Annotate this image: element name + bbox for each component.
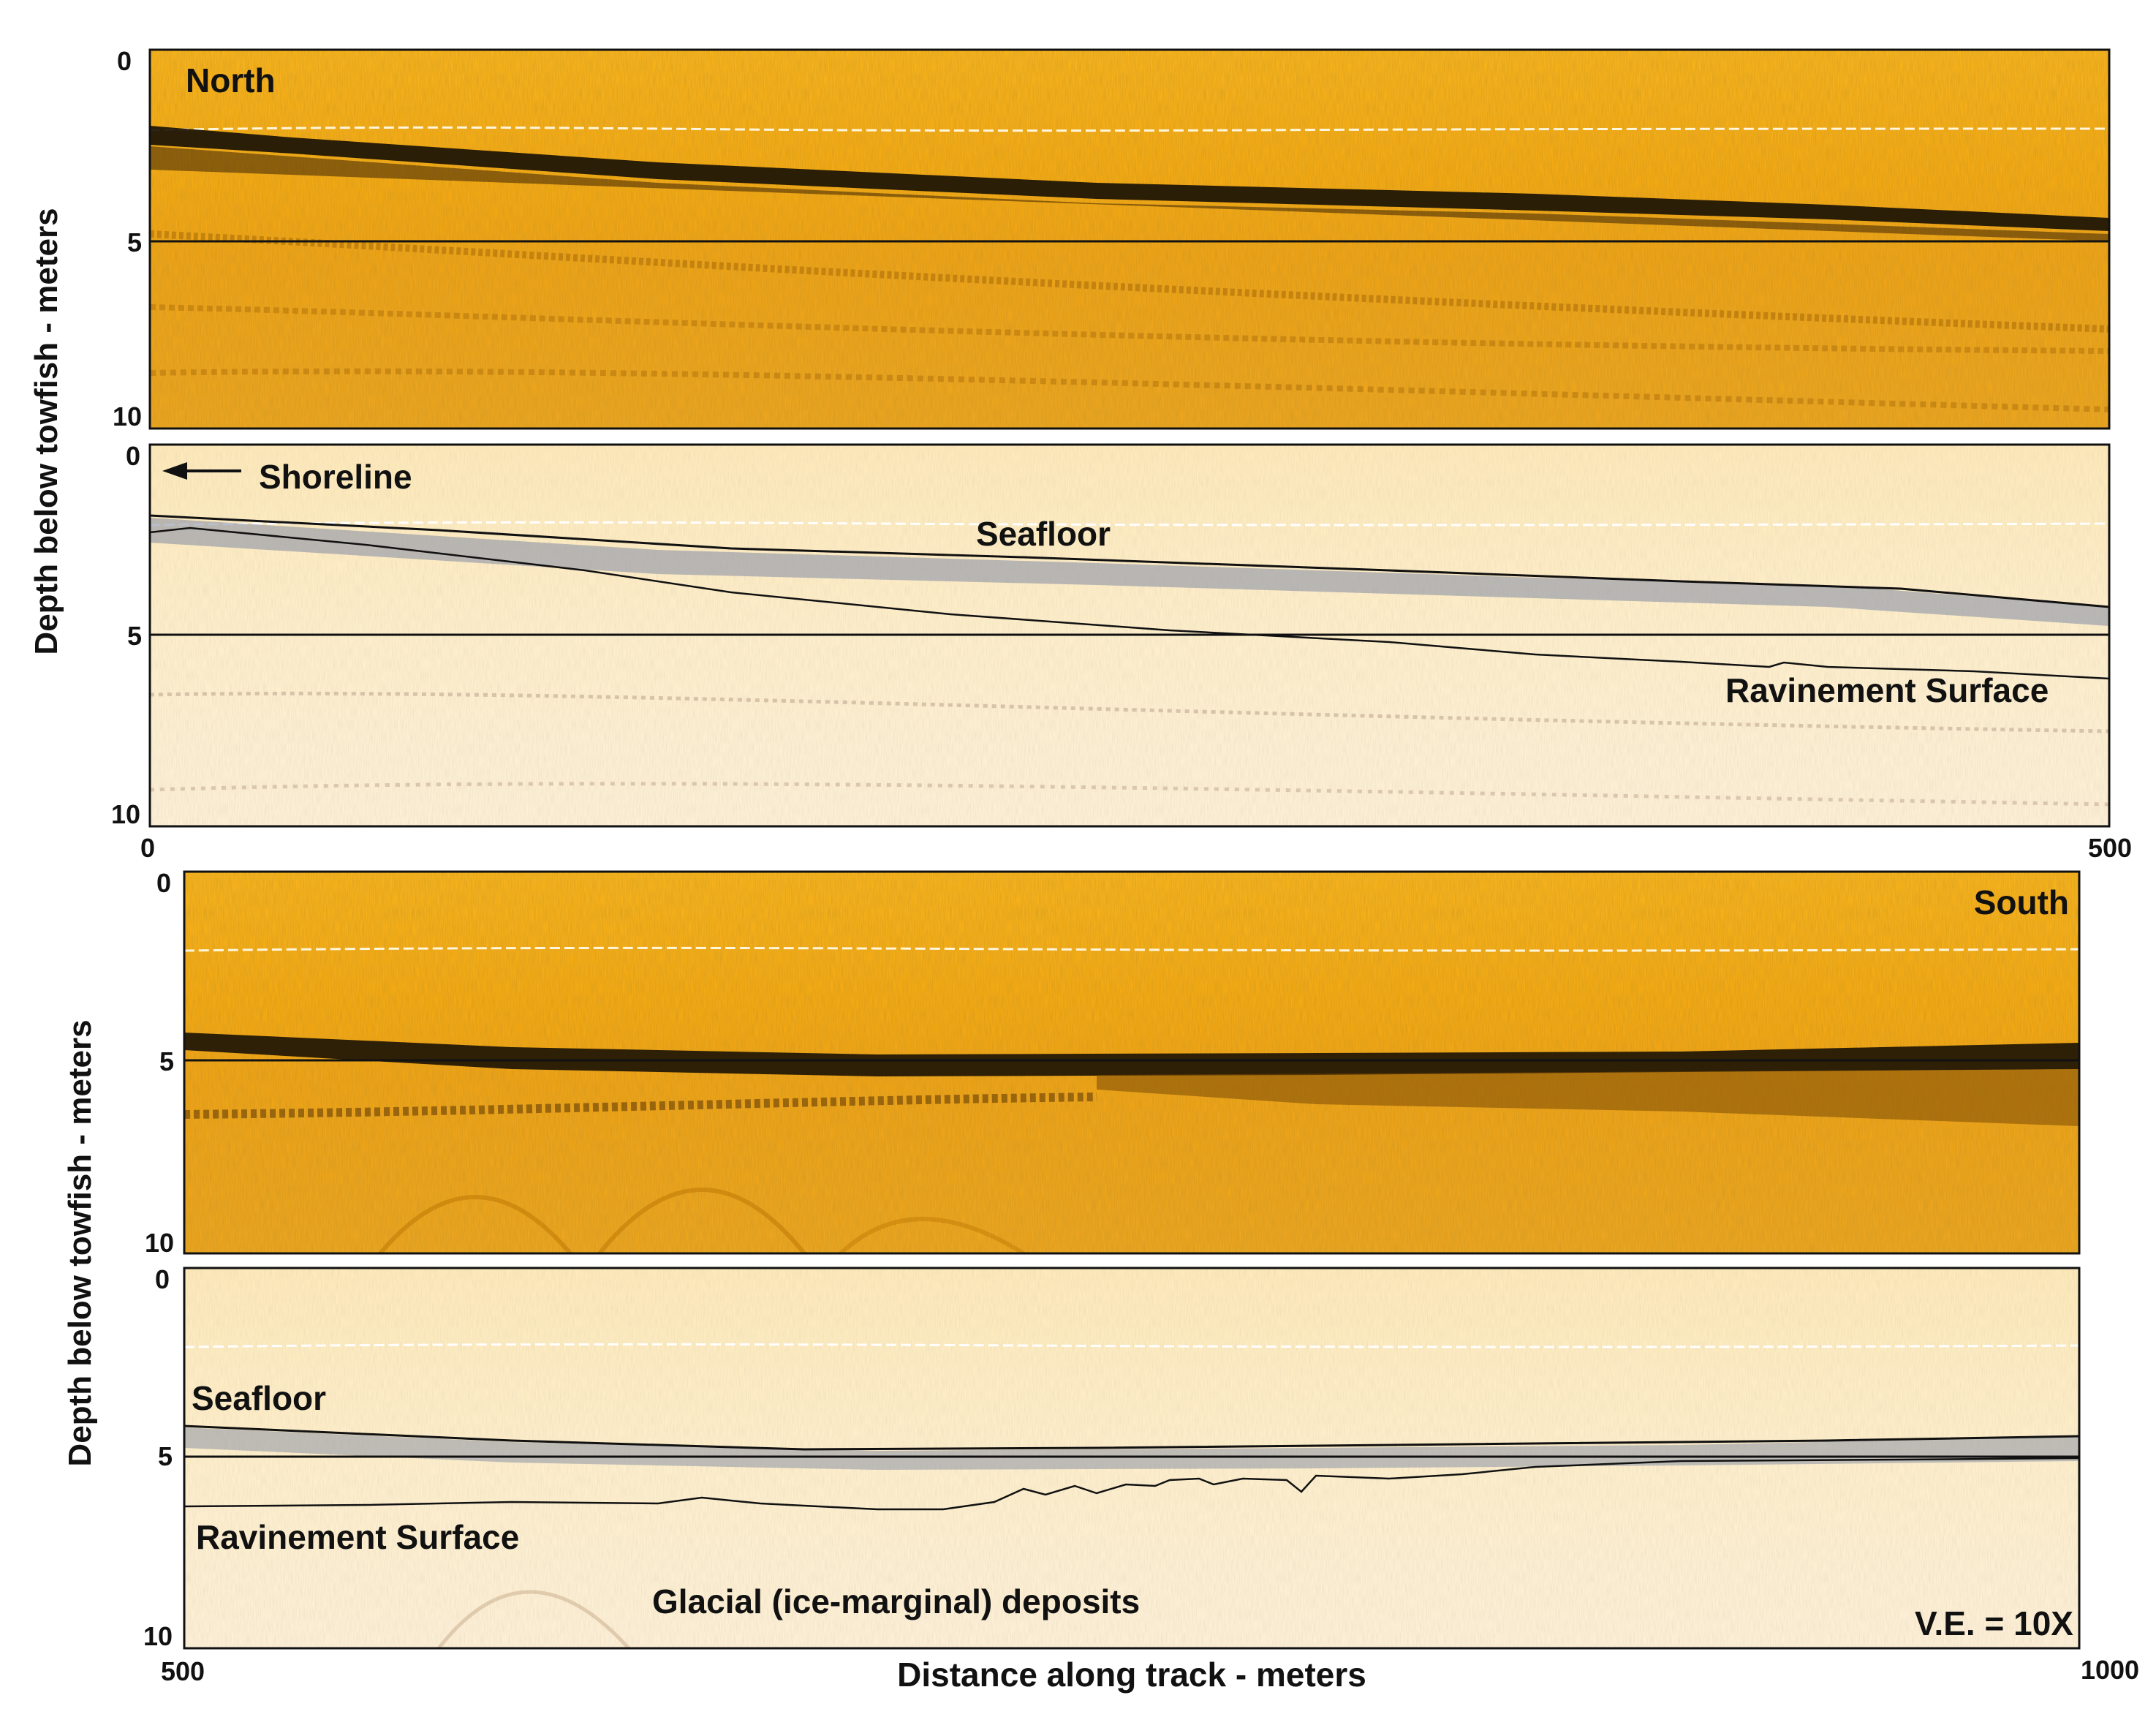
- tick-b-0: 0: [126, 441, 140, 471]
- ravinement-line-north: [149, 527, 2110, 680]
- label-vertical-exaggeration: V.E. = 10X: [1915, 1604, 2073, 1642]
- x-axis-label: Distance along track - meters: [897, 1656, 1366, 1694]
- tick-c-5: 5: [159, 1046, 174, 1076]
- label-north: North: [186, 61, 276, 99]
- panel-interp-north: Shoreline Seafloor Ravinement Surface 0 …: [111, 441, 2132, 863]
- tick-a-5: 5: [127, 227, 142, 257]
- seafloor-line-south: [184, 1424, 2080, 1451]
- tick-a-10: 10: [113, 401, 142, 431]
- x-tick-500-top: 500: [2088, 833, 2132, 863]
- tick-c-10: 10: [145, 1228, 174, 1258]
- label-seafloor-north: Seafloor: [976, 515, 1111, 553]
- panel-raw-north: North 0 5 10: [113, 46, 2111, 431]
- panel-raw-south: South 0 5 10: [145, 868, 2081, 1258]
- tick-c-0: 0: [156, 868, 171, 898]
- tick-d-10: 10: [143, 1621, 173, 1651]
- label-ravinement-north: Ravinement Surface: [1725, 671, 2049, 709]
- tick-d-0: 0: [155, 1264, 170, 1294]
- tick-b-5: 5: [127, 621, 142, 651]
- x-tick-500-bottom: 500: [161, 1656, 205, 1686]
- label-ravinement-south: Ravinement Surface: [196, 1518, 519, 1556]
- tick-b-10: 10: [111, 799, 140, 829]
- y-axis-label-top: Depth below towfish - meters: [29, 208, 64, 654]
- label-south: South: [1974, 883, 2069, 921]
- x-tick-1000: 1000: [2081, 1655, 2139, 1685]
- label-seafloor-south: Seafloor: [192, 1379, 326, 1417]
- panel-interp-south: Seafloor Ravinement Surface Glacial (ice…: [143, 1264, 2139, 1686]
- tick-a-0: 0: [117, 46, 132, 76]
- ravinement-line-south: [184, 1457, 2080, 1511]
- label-glacial-deposits: Glacial (ice-marginal) deposits: [652, 1582, 1140, 1620]
- shoreline-arrow: [162, 462, 241, 480]
- label-shoreline: Shoreline: [259, 458, 412, 496]
- tick-d-5: 5: [158, 1441, 173, 1471]
- seafloor-line-north: [149, 514, 2110, 608]
- x-tick-0: 0: [140, 833, 155, 863]
- y-axis-label-bottom: Depth below towfish - meters: [62, 1019, 98, 1466]
